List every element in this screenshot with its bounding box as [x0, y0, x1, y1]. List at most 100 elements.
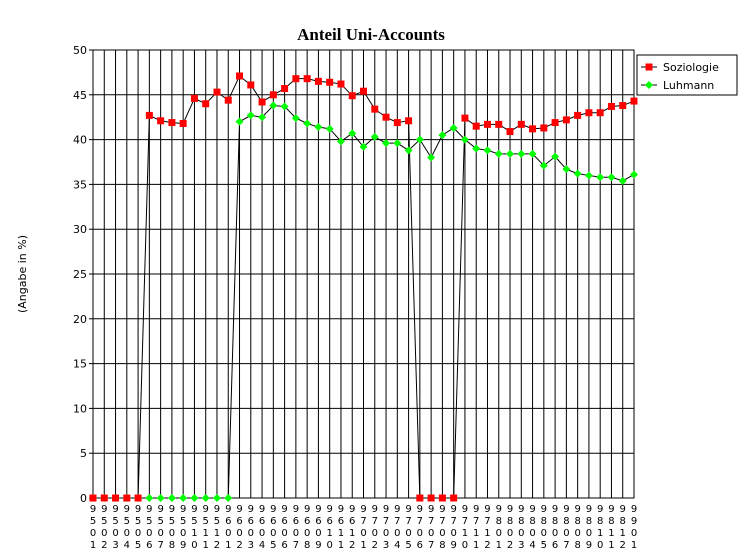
y-tick-label: 15 [73, 358, 87, 371]
marker [314, 123, 323, 132]
y-tick-label: 0 [80, 492, 87, 505]
x-tick-label: 9812 [617, 504, 628, 552]
marker [619, 102, 627, 110]
y-tick-label: 10 [73, 402, 87, 415]
x-tick-label: 9505 [133, 504, 144, 552]
marker [585, 109, 593, 117]
marker [596, 173, 605, 182]
legend-label: Soziologie [663, 61, 719, 74]
chart-title: Anteil Uni-Accounts [297, 25, 445, 44]
x-tick-label: 9608 [302, 504, 313, 552]
y-tick-label: 5 [80, 447, 87, 460]
x-tick-label: 9710 [459, 504, 470, 552]
marker [506, 149, 515, 158]
marker [145, 111, 153, 119]
marker [483, 120, 491, 128]
y-tick-label: 25 [73, 268, 87, 281]
marker [359, 142, 368, 151]
marker [517, 120, 525, 128]
x-tick-label: 9510 [189, 504, 200, 552]
marker [382, 113, 390, 121]
marker [415, 135, 424, 144]
marker [89, 494, 97, 502]
marker [528, 149, 537, 158]
y-tick-label: 40 [73, 134, 87, 147]
x-tick-label: 9802 [505, 504, 516, 552]
marker [370, 132, 379, 141]
x-tick-label: 9507 [155, 504, 166, 552]
marker [179, 494, 188, 502]
marker [495, 120, 503, 128]
x-tick-label: 9803 [516, 504, 527, 552]
x-tick-label: 9705 [403, 504, 414, 552]
marker [224, 494, 233, 502]
y-tick-label: 50 [73, 44, 87, 57]
legend-label: Luhmann [663, 79, 714, 92]
x-tick-label: 9607 [290, 504, 301, 552]
x-tick-label: 9501 [88, 504, 99, 552]
x-tick-label: 9709 [448, 504, 459, 552]
marker [168, 119, 176, 127]
marker [202, 100, 210, 108]
marker [494, 149, 503, 158]
y-tick-label: 45 [73, 89, 87, 102]
marker [281, 85, 289, 93]
x-tick-label: 9706 [414, 504, 425, 552]
x-tick-label: 9901 [629, 504, 640, 552]
x-tick-label: 9602 [234, 504, 245, 552]
x-tick-label: 9807 [561, 504, 572, 552]
x-tick-label: 9703 [381, 504, 392, 552]
marker [348, 92, 356, 100]
marker [258, 98, 266, 106]
x-tick-label: 9704 [392, 504, 403, 552]
marker [371, 105, 379, 113]
marker [427, 153, 436, 162]
marker [190, 94, 198, 102]
marker [517, 149, 526, 158]
marker [416, 494, 424, 502]
marker [607, 173, 616, 182]
marker [100, 494, 108, 502]
marker [348, 129, 357, 138]
x-tick-label: 9506 [144, 504, 155, 552]
marker [123, 494, 131, 502]
marker [529, 125, 537, 133]
x-tick-label: 9605 [268, 504, 279, 552]
marker [630, 170, 638, 179]
marker [280, 102, 289, 111]
y-tick-label: 20 [73, 313, 87, 326]
marker [540, 124, 548, 132]
marker [325, 124, 334, 133]
marker [156, 494, 165, 502]
x-tick-label: 9604 [257, 504, 268, 552]
x-tick-label: 9805 [538, 504, 549, 552]
x-tick-label: 9511 [200, 504, 211, 552]
x-tick-label: 9809 [583, 504, 594, 552]
x-tick-label: 9804 [527, 504, 538, 552]
marker [472, 144, 481, 153]
x-tick-label: 9509 [178, 504, 189, 552]
marker [461, 114, 469, 122]
x-tick-label: 9504 [121, 504, 132, 552]
marker [326, 78, 334, 86]
marker [393, 119, 401, 127]
marker [596, 109, 604, 117]
x-tick-label: 9811 [606, 504, 617, 552]
marker [607, 102, 615, 110]
marker [269, 101, 278, 110]
legend-marker [645, 63, 653, 71]
x-tick-label: 9810 [595, 504, 606, 552]
x-tick-label: 9712 [482, 504, 493, 552]
legend-marker [645, 81, 653, 89]
marker [438, 131, 447, 140]
x-tick-label: 9606 [279, 504, 290, 552]
marker [179, 119, 187, 127]
x-tick-label: 9612 [347, 504, 358, 552]
marker [584, 171, 593, 180]
marker [562, 116, 570, 124]
marker [112, 494, 120, 502]
marker [360, 87, 367, 95]
marker [269, 91, 277, 99]
x-tick-label: 9512 [211, 504, 222, 552]
marker [618, 176, 627, 185]
